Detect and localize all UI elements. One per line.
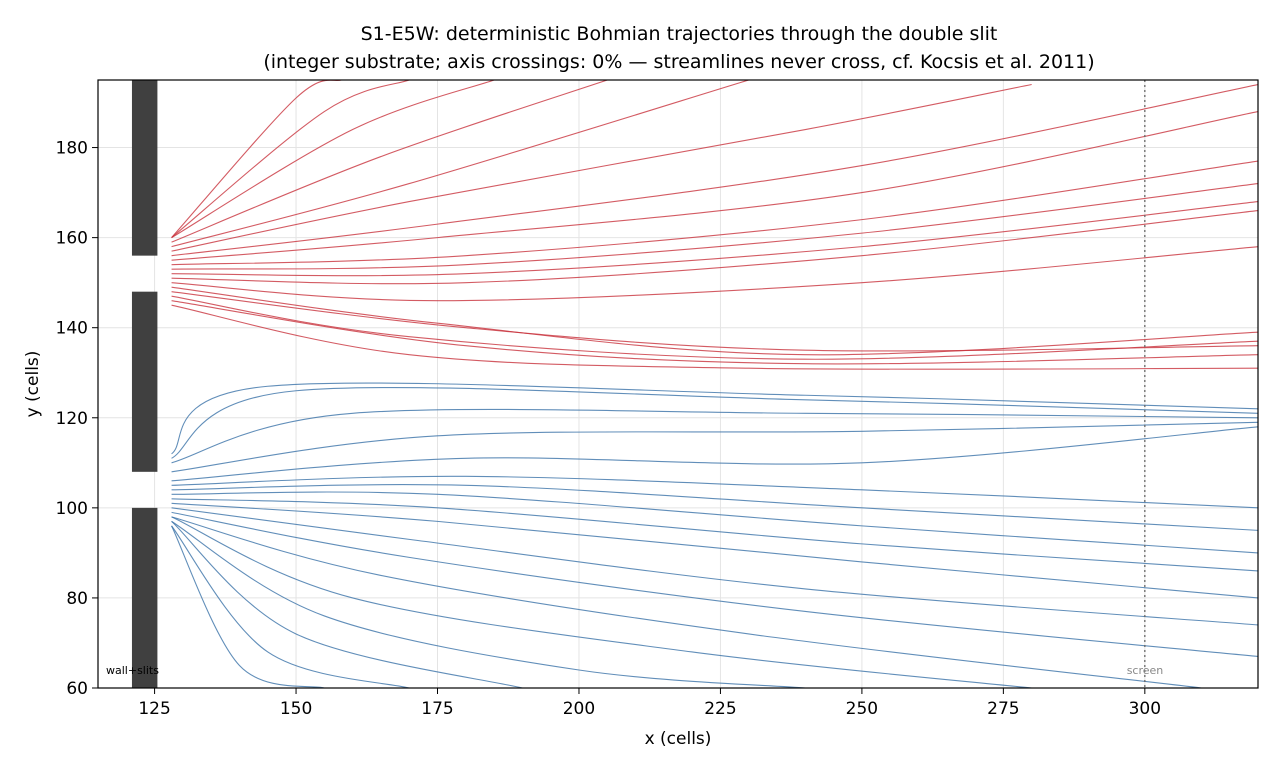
trajectory-line-upper bbox=[171, 80, 342, 238]
wall-label: wall+slits bbox=[106, 664, 159, 677]
y-tick-label: 100 bbox=[56, 499, 88, 519]
trajectory-line-upper bbox=[171, 83, 1258, 257]
wall-segment bbox=[131, 80, 158, 256]
x-tick-label: 200 bbox=[563, 699, 595, 719]
x-tick-label: 125 bbox=[138, 699, 170, 719]
wall-segment bbox=[131, 507, 158, 688]
y-tick-label: 120 bbox=[56, 409, 88, 429]
y-tick-label: 60 bbox=[66, 679, 88, 699]
trajectory-line-lower bbox=[171, 382, 1258, 455]
y-tick-label: 160 bbox=[56, 229, 88, 249]
x-tick-label: 275 bbox=[987, 699, 1019, 719]
trajectory-line-upper bbox=[171, 183, 1258, 270]
trajectory-line-upper bbox=[171, 110, 1258, 261]
y-axis-label: y (cells) bbox=[23, 351, 43, 418]
grid-lines bbox=[98, 80, 1258, 689]
screen-label: screen bbox=[1127, 664, 1164, 677]
trajectory-line-upper bbox=[171, 80, 608, 243]
plot-frame bbox=[97, 79, 1259, 689]
y-tick-label: 180 bbox=[56, 139, 88, 159]
trajectory-line-lower bbox=[171, 408, 1258, 464]
wall-segment bbox=[131, 291, 158, 472]
trajectory-line-upper bbox=[171, 291, 1258, 352]
y-tick-label: 140 bbox=[56, 319, 88, 339]
trajectory-line-lower bbox=[171, 507, 1258, 626]
trajectory-line-lower bbox=[171, 491, 1258, 554]
trajectory-line-lower bbox=[171, 421, 1258, 473]
x-tick-label: 175 bbox=[421, 699, 453, 719]
wall-and-slits bbox=[131, 80, 158, 688]
trajectory-line-upper bbox=[171, 201, 1258, 277]
y-axis-ticks: 60 80 100 120 140 160 180 bbox=[56, 139, 98, 699]
trajectory-line-upper bbox=[171, 286, 1258, 356]
trajectory-line-lower bbox=[171, 516, 1032, 688]
plot-area bbox=[131, 80, 1258, 688]
trajectory-line-upper bbox=[171, 295, 1258, 360]
trajectory-line-lower bbox=[171, 475, 1258, 509]
trajectory-line-lower bbox=[171, 386, 1258, 459]
trajectory-line-lower bbox=[171, 525, 410, 688]
trajectory-line-lower bbox=[171, 484, 1258, 531]
trajectory-line-lower bbox=[171, 426, 1258, 482]
x-tick-label: 225 bbox=[704, 699, 736, 719]
trajectory-line-lower bbox=[171, 511, 1258, 658]
trajectory-line-upper bbox=[171, 80, 410, 239]
x-axis-label: x (cells) bbox=[645, 729, 712, 749]
y-tick-label: 80 bbox=[66, 589, 88, 609]
trajectory-line-lower bbox=[171, 525, 325, 688]
chart-title-line2: (integer substrate; axis crossings: 0% —… bbox=[263, 51, 1094, 73]
trajectory-line-lower bbox=[171, 516, 1202, 688]
trajectory-line-upper bbox=[171, 246, 1258, 302]
trajectory-line-upper bbox=[171, 304, 1258, 370]
x-tick-label: 150 bbox=[280, 699, 312, 719]
trajectory-line-upper bbox=[171, 80, 495, 239]
trajectory-line-upper bbox=[171, 160, 1258, 266]
x-axis-ticks: 125 150 175 200 225 250 275 300 bbox=[138, 688, 1161, 719]
trajectory-line-lower bbox=[171, 502, 1258, 599]
trajectory-line-upper bbox=[171, 210, 1258, 285]
chart-title-line1: S1-E5W: deterministic Bohmian trajectori… bbox=[361, 23, 998, 45]
trajectory-line-upper bbox=[171, 80, 749, 248]
trajectories bbox=[171, 80, 1258, 688]
trajectory-line-upper bbox=[171, 300, 1258, 365]
x-tick-label: 300 bbox=[1129, 699, 1161, 719]
trajectory-line-lower bbox=[171, 520, 806, 688]
trajectory-line-lower bbox=[171, 520, 523, 688]
trajectory-line-upper bbox=[171, 83, 1032, 252]
trajectory-line-lower bbox=[171, 498, 1258, 572]
x-tick-label: 250 bbox=[846, 699, 878, 719]
